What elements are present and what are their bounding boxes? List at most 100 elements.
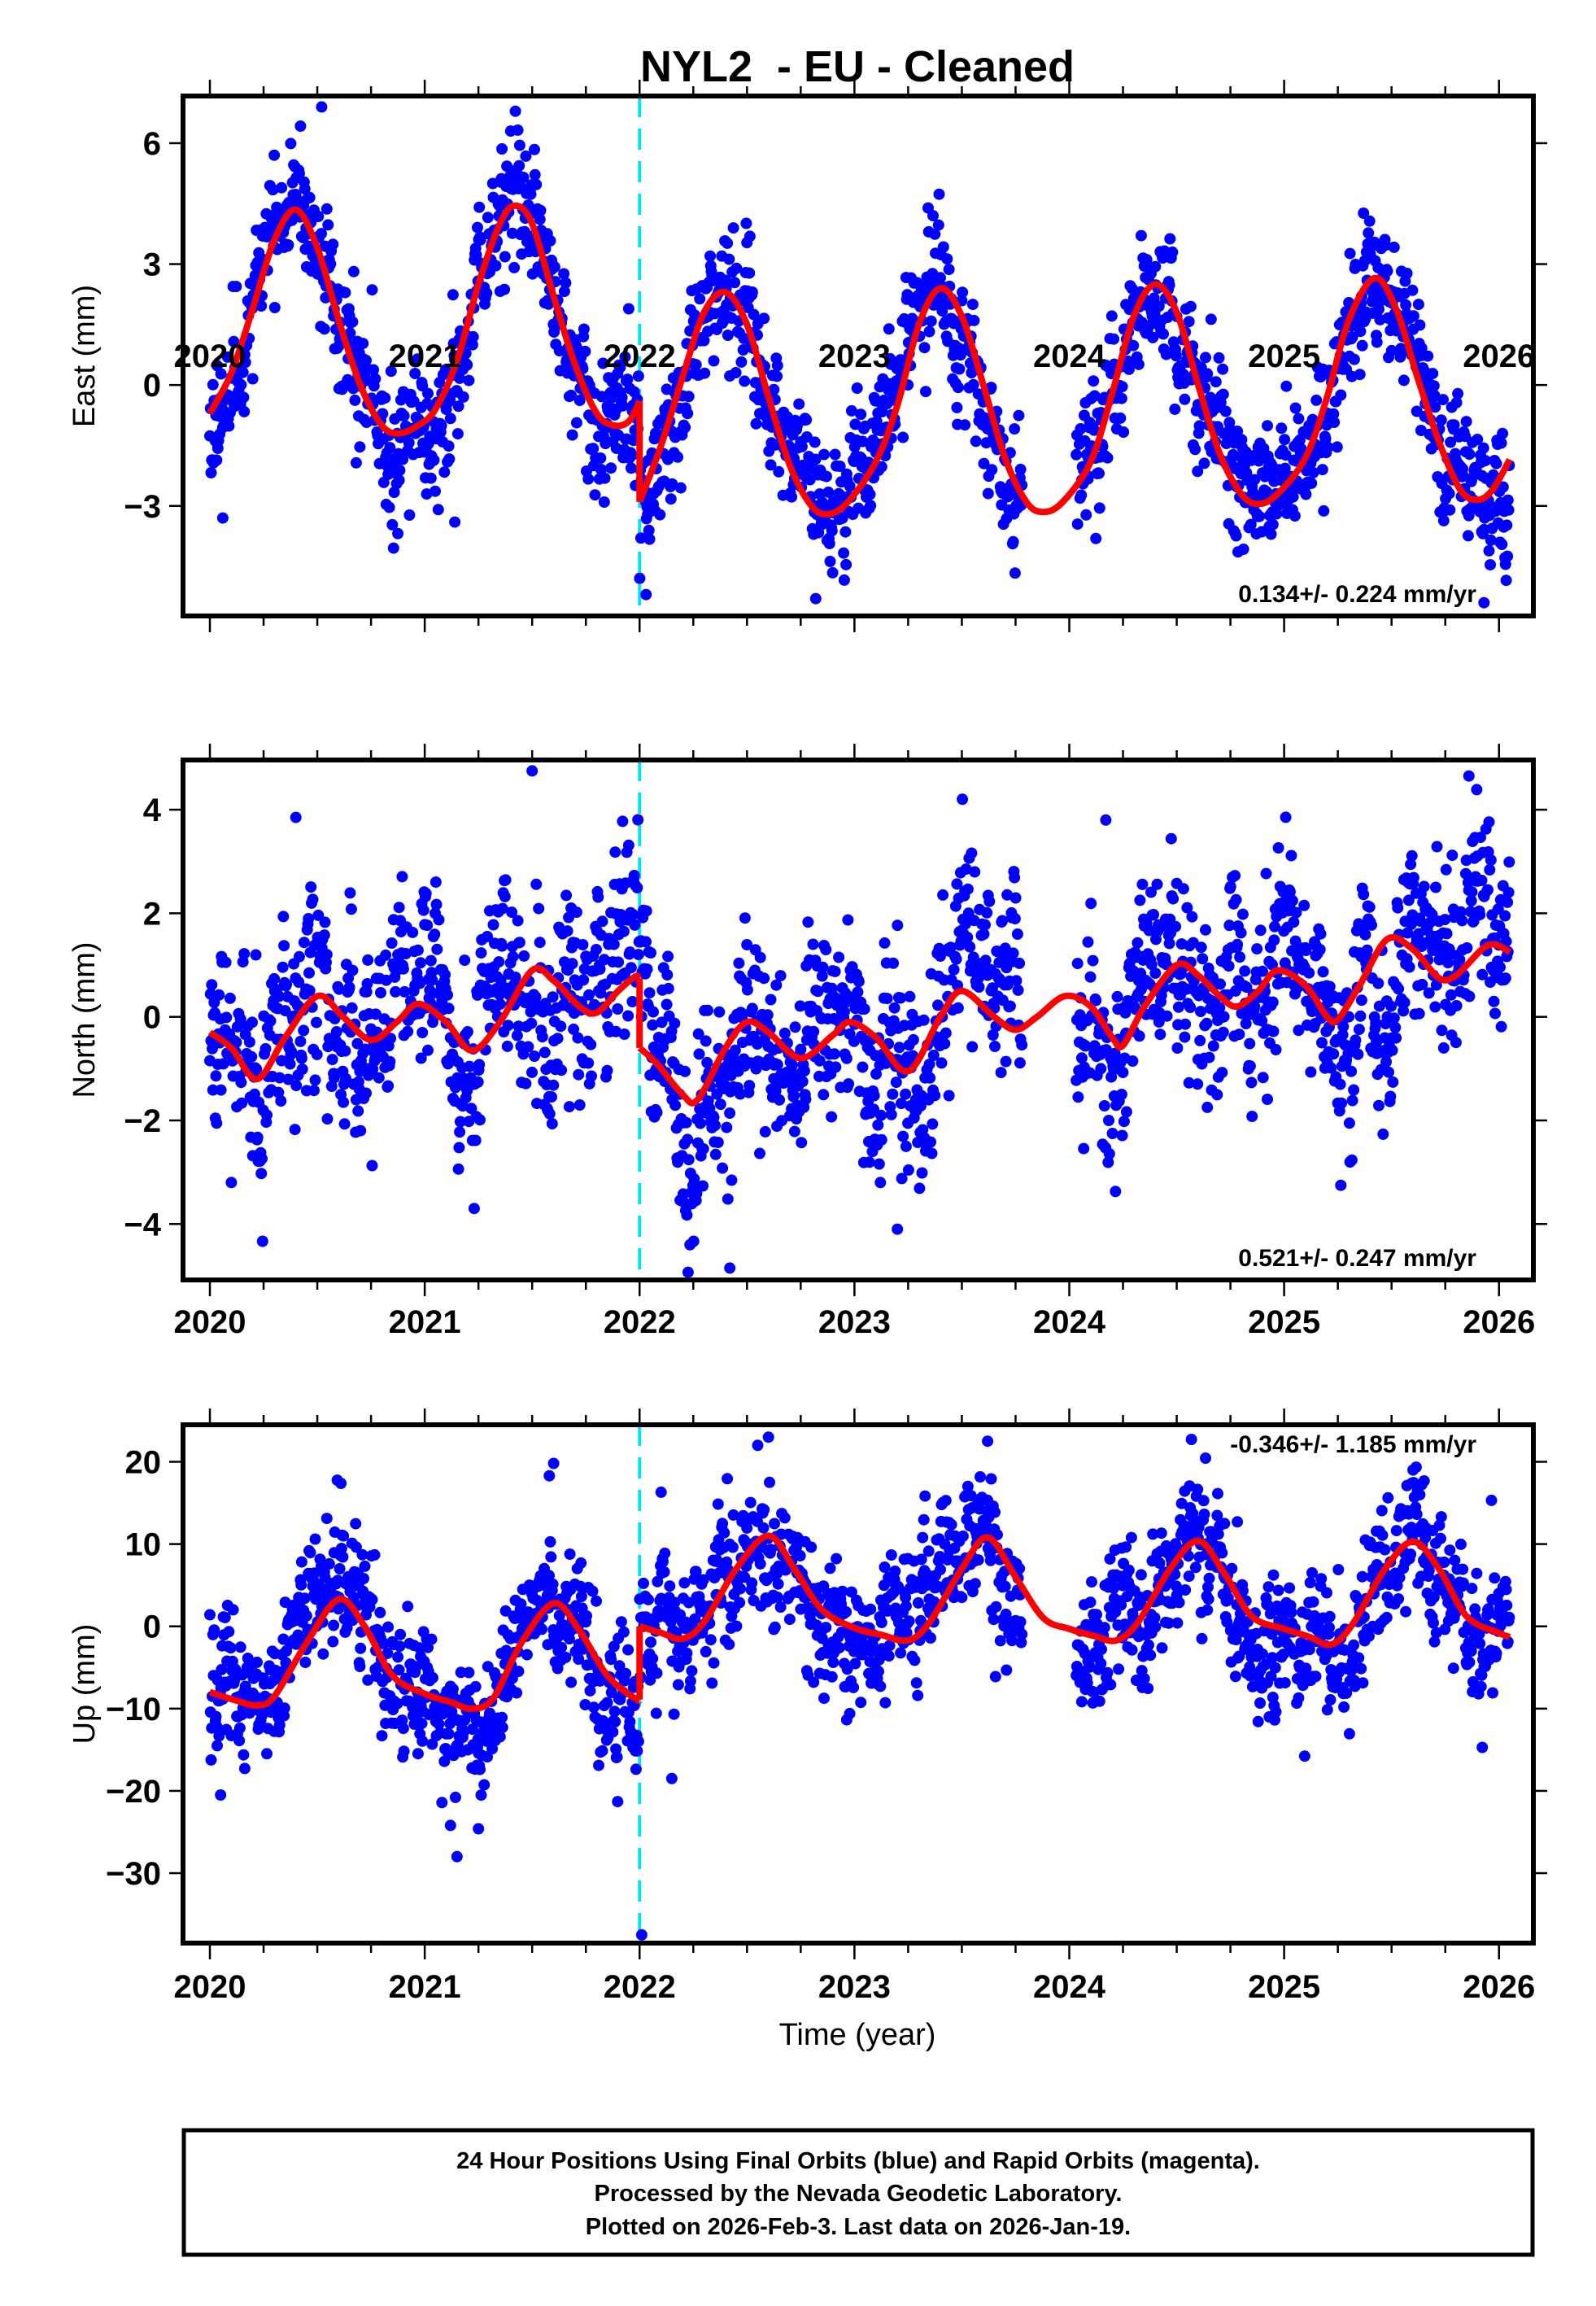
data-point [858,1003,870,1015]
data-point [316,228,327,240]
data-point [838,547,850,559]
data-point [347,265,360,277]
data-point [1461,942,1473,954]
data-point [1275,422,1288,435]
data-point [612,1003,624,1015]
data-point [932,219,944,231]
data-point [1371,1037,1382,1048]
data-point [927,1050,940,1061]
data-point [1272,842,1284,854]
data-point [256,1152,268,1164]
data-point [773,465,785,478]
data-point [228,335,240,347]
data-point [1210,376,1222,388]
data-point [1405,918,1417,930]
data-point [873,1158,885,1170]
data-point [533,902,545,915]
data-point [579,1699,591,1710]
data-point [794,1550,806,1561]
data-point [593,1759,604,1771]
data-point [1428,380,1440,392]
data-point [764,1476,775,1488]
data-point [543,1107,556,1120]
data-point [592,891,604,903]
data-point [350,1541,362,1553]
data-point [518,225,530,238]
data-point [1280,380,1293,392]
data-point [851,382,863,394]
data-point [370,1008,382,1020]
data-point [1154,1029,1166,1041]
data-point [765,1544,777,1556]
data-point [694,293,706,305]
y-tick-label: −2 [124,1103,161,1139]
data-point [327,238,339,251]
velocity-rate-label: 0.134+/- 0.224 mm/yr [1238,581,1476,608]
data-point [1445,989,1457,1001]
data-point [1388,241,1400,253]
data-point [380,949,392,961]
data-point [652,1575,664,1588]
data-point [885,1108,897,1120]
data-point [1102,1156,1114,1168]
model-fit-line [637,933,1511,1107]
data-point [546,1118,558,1129]
data-point [1116,381,1128,393]
data-point [1181,902,1193,914]
data-point [309,1533,321,1545]
data-point [629,919,641,931]
x-tick-label: 2025 [1248,338,1320,374]
data-point [944,941,957,954]
data-point [1149,260,1162,273]
data-point [607,1726,619,1738]
data-point [978,928,990,940]
data-point [1241,981,1253,994]
data-point [625,962,637,974]
data-point [298,937,310,949]
data-point [791,1541,803,1553]
data-point [238,948,251,960]
data-point [290,1080,303,1092]
data-point [368,1548,381,1561]
data-point [973,981,985,993]
data-point [216,1663,228,1675]
data-point [570,906,582,919]
data-point [962,932,974,943]
data-point [699,367,711,379]
data-point-outlier [504,125,517,138]
data-point [1477,442,1489,454]
data-point [1075,489,1088,501]
data-point [1192,1078,1204,1090]
data-point [724,1107,736,1119]
data-point [873,1653,885,1666]
data-point [335,1543,347,1554]
data-point [330,1026,342,1037]
data-point [1502,896,1514,908]
data-point [323,1557,335,1570]
data-point [425,954,437,967]
panel-north: 2020 2021 2022 2023 2024 2025 2026−4−2024North… [68,744,1547,1340]
data-point [499,874,512,886]
data-point [499,890,511,902]
data-point [624,946,636,959]
data-point [1216,1067,1228,1079]
data-point [818,1089,830,1101]
data-point [1495,1020,1507,1033]
data-point [823,538,835,549]
data-point [758,312,770,325]
data-point [256,1235,268,1247]
data-point [892,919,904,932]
data-point [1343,1117,1355,1129]
data-point [950,953,962,965]
data-point [278,940,290,952]
data-point [690,359,702,371]
data-point [478,1779,491,1791]
data-point-outlier [640,588,652,601]
data-point [529,143,540,155]
data-point [300,1609,312,1622]
data-point [1118,426,1130,438]
data-point [970,435,982,448]
x-tick-label: 2022 [604,338,676,374]
data-point [726,1174,738,1186]
data-point [771,370,783,382]
